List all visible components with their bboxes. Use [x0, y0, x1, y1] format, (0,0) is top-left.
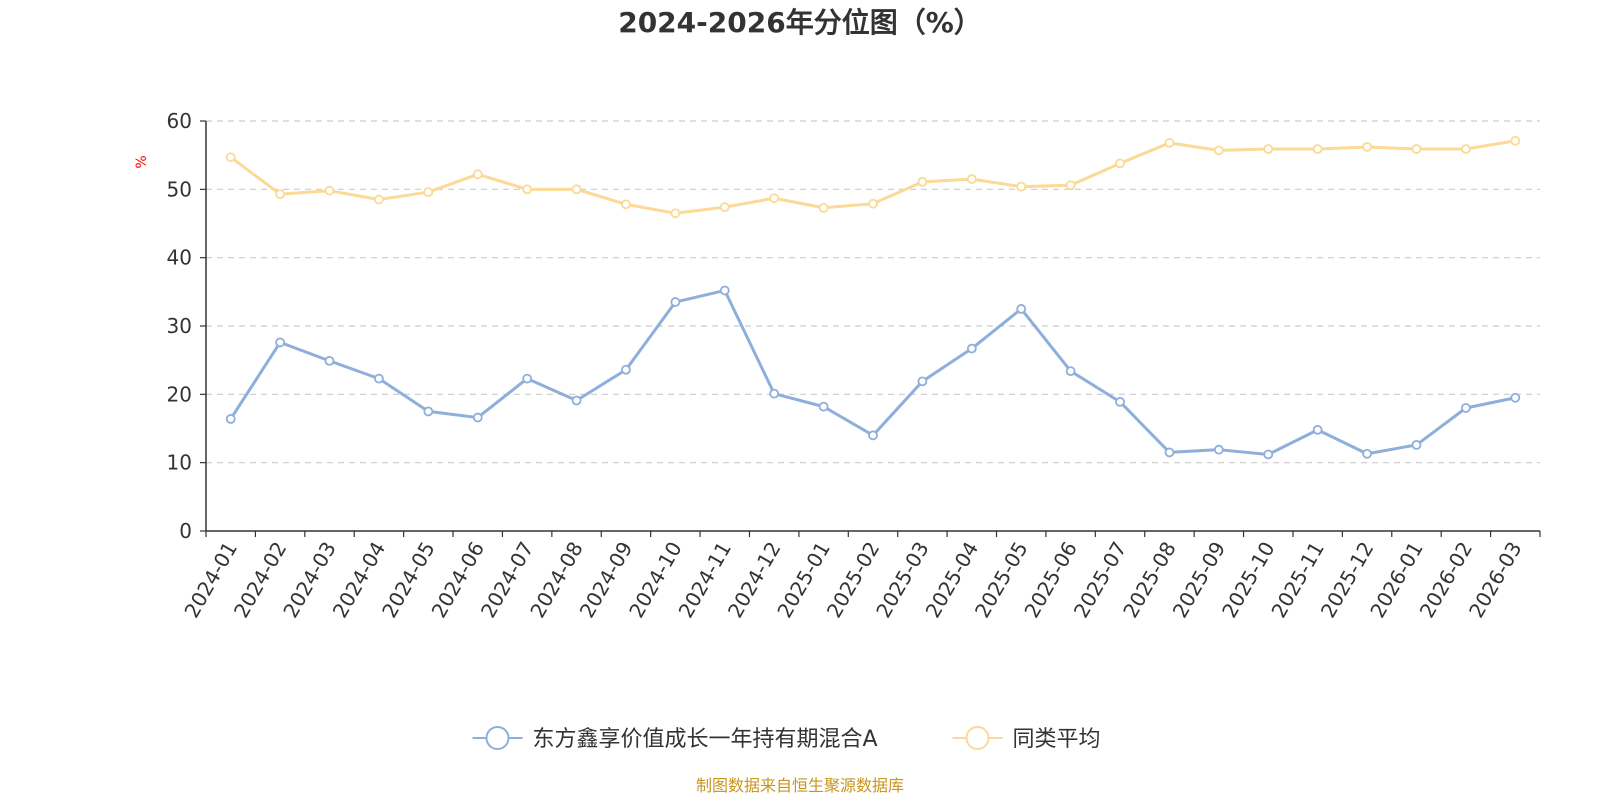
data-point-s1-24[interactable]	[1411, 144, 1422, 154]
data-point-s1-9[interactable]	[670, 208, 681, 219]
data-point-s1-8[interactable]	[621, 199, 631, 210]
data-point-s0-18[interactable]	[1115, 396, 1125, 407]
legend-item-0[interactable]: 东方鑫享价值成长一年持有期混合A	[472, 726, 878, 752]
y-tick-label: 60	[167, 109, 192, 133]
data-point-s0-13[interactable]	[868, 430, 878, 441]
legend-item-1[interactable]: 同类平均	[952, 726, 1101, 752]
legend-swatch-marker	[965, 726, 990, 750]
data-point-s1-0[interactable]	[225, 152, 236, 163]
data-point-s0-7[interactable]	[571, 395, 582, 406]
data-point-s0-25[interactable]	[1460, 403, 1471, 413]
data-point-s1-3[interactable]	[374, 194, 384, 205]
data-point-s0-21[interactable]	[1263, 449, 1274, 460]
data-point-s0-24[interactable]	[1411, 439, 1422, 450]
data-point-s1-10[interactable]	[719, 202, 730, 213]
y-tick-label: 40	[167, 246, 192, 270]
data-point-s1-13[interactable]	[868, 198, 878, 209]
y-tick-label: 0	[179, 519, 192, 543]
series-line-0	[229, 288, 1516, 456]
data-point-s0-11[interactable]	[769, 388, 780, 399]
data-point-s1-19[interactable]	[1164, 137, 1175, 148]
data-point-s1-23[interactable]	[1362, 142, 1372, 152]
data-point-s0-23[interactable]	[1362, 448, 1372, 459]
data-point-s0-19[interactable]	[1164, 447, 1175, 458]
data-point-s0-9[interactable]	[670, 297, 681, 307]
data-point-s1-20[interactable]	[1213, 145, 1224, 156]
legend-swatch-marker	[485, 726, 510, 750]
data-point-s1-5[interactable]	[472, 169, 483, 180]
series-lines	[225, 135, 1521, 460]
chart-title: 2024-2026年分位图（%）	[618, 6, 982, 39]
data-point-s0-8[interactable]	[621, 364, 631, 375]
legend-label: 东方鑫享价值成长一年持有期混合A	[533, 727, 878, 752]
legend[interactable]: 东方鑫享价值成长一年持有期混合A 同类平均	[472, 726, 1101, 752]
axes: 01020304050602024-012024-022024-032024-0…	[167, 109, 1541, 622]
data-point-s1-15[interactable]	[966, 174, 977, 184]
data-point-s0-6[interactable]	[522, 373, 533, 384]
data-point-s1-7[interactable]	[571, 184, 582, 195]
data-point-s1-1[interactable]	[275, 189, 286, 200]
y-tick-label: 20	[167, 382, 192, 406]
grid	[206, 120, 1540, 464]
data-point-s0-17[interactable]	[1065, 366, 1076, 377]
data-point-s0-3[interactable]	[374, 373, 384, 384]
data-point-s1-12[interactable]	[818, 202, 829, 213]
data-point-s0-10[interactable]	[719, 285, 730, 296]
data-point-s0-16[interactable]	[1016, 304, 1027, 314]
data-point-s0-1[interactable]	[275, 337, 286, 348]
data-point-s0-22[interactable]	[1312, 424, 1323, 435]
data-point-s0-12[interactable]	[818, 401, 829, 412]
y-tick-label: 30	[167, 314, 192, 338]
data-point-s1-16[interactable]	[1016, 181, 1027, 192]
y-tick-label: 50	[167, 177, 192, 201]
data-point-s1-4[interactable]	[423, 187, 434, 197]
data-point-s0-4[interactable]	[423, 406, 434, 417]
data-point-s1-22[interactable]	[1312, 144, 1323, 154]
data-point-s0-15[interactable]	[966, 343, 977, 354]
data-point-s0-26[interactable]	[1510, 392, 1521, 403]
data-point-s1-18[interactable]	[1115, 158, 1125, 169]
data-point-s0-20[interactable]	[1213, 444, 1224, 455]
data-point-s0-5[interactable]	[472, 412, 483, 423]
data-point-s1-17[interactable]	[1065, 180, 1076, 191]
data-point-s1-2[interactable]	[324, 185, 335, 196]
legend-label: 同类平均	[1013, 727, 1101, 752]
data-point-s1-11[interactable]	[769, 193, 780, 204]
y-tick-label: 10	[167, 451, 192, 475]
y-axis-label: %	[134, 155, 150, 168]
source-note: 制图数据来自恒生聚源数据库	[696, 776, 904, 795]
data-point-s1-25[interactable]	[1460, 144, 1471, 154]
data-point-s1-14[interactable]	[917, 176, 928, 187]
data-point-s1-6[interactable]	[522, 184, 533, 195]
data-point-s0-2[interactable]	[324, 355, 335, 366]
data-point-s0-14[interactable]	[917, 376, 928, 387]
data-point-s0-0[interactable]	[225, 414, 236, 424]
data-point-s1-21[interactable]	[1263, 144, 1274, 154]
data-point-s1-26[interactable]	[1510, 135, 1521, 146]
